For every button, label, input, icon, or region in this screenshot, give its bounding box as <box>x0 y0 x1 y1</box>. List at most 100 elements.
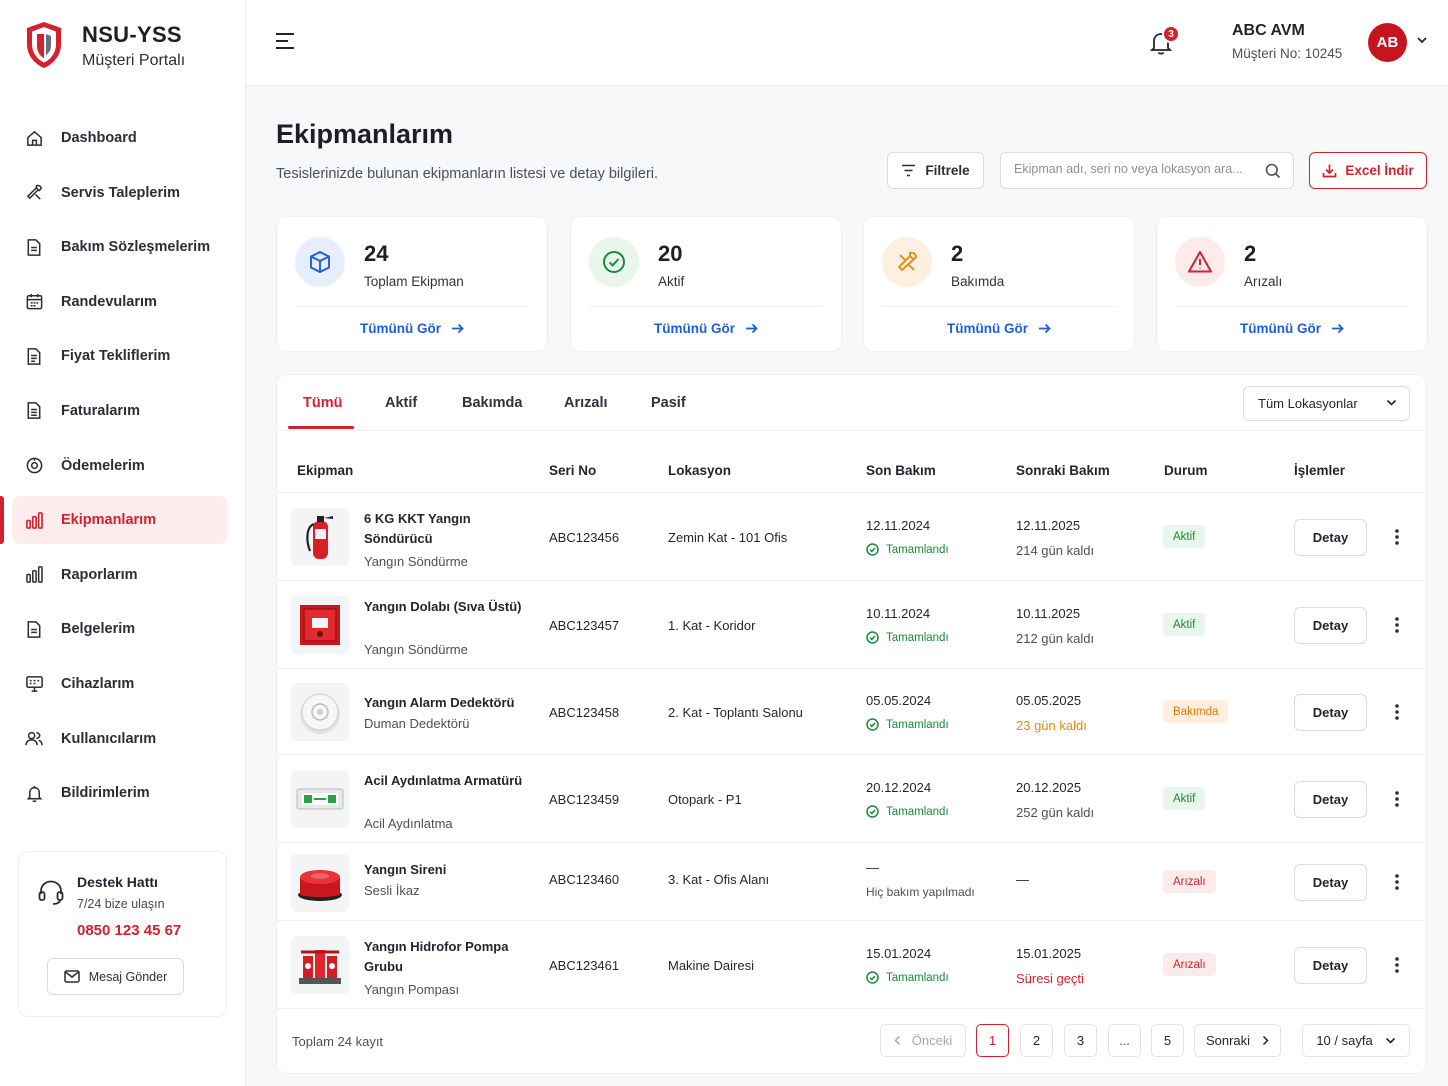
search-input[interactable] <box>1014 162 1259 176</box>
brand-subtitle: Müşteri Portalı <box>82 52 186 69</box>
table-row[interactable]: Acil Aydınlatma Armatürü Acil Aydınlatma… <box>277 755 1426 843</box>
equipment-name: 6 KG KKT Yangın Söndürücü <box>364 511 471 546</box>
detail-button[interactable]: Detay <box>1294 519 1367 556</box>
page-button[interactable]: 5 <box>1151 1024 1184 1057</box>
page-ellipsis: ... <box>1108 1024 1141 1057</box>
brand[interactable]: NSU-YSS Müşteri Portalı <box>24 20 185 70</box>
table-row[interactable]: Yangın Dolabı (Sıva Üstü) Yangın Söndürm… <box>277 581 1426 669</box>
chevron-down-icon[interactable] <box>1416 36 1428 44</box>
filter-button[interactable]: Filtrele <box>887 152 984 189</box>
more-options-icon[interactable] <box>1390 789 1404 809</box>
tab-faulty[interactable]: Arızalı <box>564 395 608 411</box>
next-maintenance-note: 23 gün kaldı <box>1016 718 1087 733</box>
table-row[interactable]: Yangın Hidrofor Pompa Grubu Yangın Pompa… <box>277 921 1426 1009</box>
fire-siren-image <box>291 854 349 912</box>
sidebar-item-documents[interactable]: Belgelerim <box>12 605 228 653</box>
notifications-button[interactable]: 3 <box>1149 25 1180 61</box>
view-all-link[interactable]: Tümünü Gör <box>277 321 547 336</box>
check-circle-icon <box>589 237 639 287</box>
tab-all[interactable]: Tümü <box>303 395 343 411</box>
serial-no: ABC123459 <box>549 792 620 807</box>
location: 2. Kat - Toplantı Salonu <box>668 705 803 720</box>
next-page-button[interactable]: Sonraki <box>1194 1024 1281 1057</box>
location-select[interactable]: Tüm Lokasyonlar <box>1243 386 1410 421</box>
sidebar-item-appointments[interactable]: Randevularım <box>12 278 228 326</box>
sidebar-item-invoices[interactable]: Faturalarım <box>12 387 228 435</box>
next-maintenance-note: 252 gün kaldı <box>1016 805 1095 820</box>
check-circle-icon <box>866 971 879 984</box>
sidebar-item-service-requests[interactable]: Servis Taleplerim <box>12 169 228 217</box>
warning-triangle-icon <box>1175 237 1225 287</box>
last-maintenance-status: Tamamlandı <box>866 805 949 818</box>
sidebar-item-devices[interactable]: Cihazlarım <box>12 660 228 708</box>
last-maintenance-status-text: Tamamlandı <box>886 805 949 818</box>
page-subtitle: Tesislerinizde bulunan ekipmanların list… <box>276 166 659 182</box>
tab-active[interactable]: Aktif <box>385 395 418 411</box>
table-row[interactable]: Yangın Alarm Dedektörü Duman Dedektörü A… <box>277 669 1426 755</box>
document-icon <box>24 346 44 366</box>
status-tabs: Tümü Aktif Bakımda Arızalı Pasif Tüm Lok… <box>277 375 1426 431</box>
sidebar-item-dashboard[interactable]: Dashboard <box>12 114 228 162</box>
location: Makine Dairesi <box>668 958 754 973</box>
page-size-select[interactable]: 10 / sayfa <box>1302 1024 1410 1057</box>
next-maintenance-date: 20.12.2025 <box>1016 780 1082 795</box>
column-header: Sonraki Bakım <box>1016 463 1110 478</box>
arrow-right-icon <box>746 323 758 334</box>
bar-chart-icon <box>24 510 44 530</box>
view-all-link[interactable]: Tümünü Gör <box>864 321 1134 336</box>
detail-button[interactable]: Detay <box>1294 694 1367 731</box>
tab-passive[interactable]: Pasif <box>651 395 686 411</box>
filter-icon <box>902 164 916 177</box>
sidebar-item-notifications[interactable]: Bildirimlerim <box>12 769 228 817</box>
send-message-label: Mesaj Gönder <box>88 969 168 984</box>
table-row[interactable]: 6 KG KKT Yangın Söndürücü Yangın Söndürm… <box>277 493 1426 581</box>
pump-group-image <box>291 936 349 994</box>
send-message-button[interactable]: Mesaj Gönder <box>47 958 184 995</box>
more-options-icon[interactable] <box>1390 955 1404 975</box>
sidebar-item-payments[interactable]: Ödemelerim <box>12 442 228 490</box>
sidebar-item-reports[interactable]: Raporlarım <box>12 551 228 599</box>
menu-icon[interactable] <box>275 32 295 50</box>
bell-icon <box>24 783 44 803</box>
bar-chart-icon <box>24 565 44 585</box>
stat-card-maintenance: 2 Bakımda Tümünü Gör <box>863 216 1135 352</box>
next-maintenance-date: — <box>1016 872 1029 887</box>
sidebar-item-equipment[interactable]: Ekipmanlarım <box>0 496 228 545</box>
page-button[interactable]: 3 <box>1064 1024 1097 1057</box>
next-maintenance-note: 212 gün kaldı <box>1016 631 1095 646</box>
more-options-icon[interactable] <box>1390 702 1404 722</box>
check-circle-icon <box>866 805 879 818</box>
excel-download-button[interactable]: Excel İndir <box>1309 152 1427 189</box>
search-icon[interactable] <box>1265 163 1281 179</box>
status-badge: Aktif <box>1163 525 1206 548</box>
more-options-icon[interactable] <box>1390 872 1404 892</box>
detail-button[interactable]: Detay <box>1294 607 1367 644</box>
account-info[interactable]: ABC AVM Müşteri No: 10245 <box>1232 22 1342 61</box>
last-maintenance-date: 10.11.2024 <box>866 606 931 621</box>
detail-button[interactable]: Detay <box>1294 864 1367 901</box>
more-options-icon[interactable] <box>1390 527 1404 547</box>
avatar[interactable]: AB <box>1368 23 1407 62</box>
equipment-category: Yangın Söndürme <box>364 554 468 569</box>
sidebar-item-users[interactable]: Kullanıcılarım <box>12 715 228 763</box>
prev-page-button[interactable]: Önceki <box>880 1024 966 1057</box>
detail-button[interactable]: Detay <box>1294 781 1367 818</box>
detail-button[interactable]: Detay <box>1294 947 1367 984</box>
page-button[interactable]: 2 <box>1020 1024 1053 1057</box>
view-all-link[interactable]: Tümünü Gör <box>1157 321 1427 336</box>
last-maintenance-date: 15.01.2024 <box>866 946 932 961</box>
page-button[interactable]: 1 <box>976 1024 1009 1057</box>
sidebar-item-contracts[interactable]: Bakım Sözleşmelerim <box>12 223 228 271</box>
table-row[interactable]: Yangın Sireni Sesli İkaz ABC123460 3. Ka… <box>277 843 1426 921</box>
sidebar-nav: Dashboard Servis Taleplerim Bakım Sözleş… <box>0 114 228 824</box>
view-all-link[interactable]: Tümünü Gör <box>571 321 841 336</box>
divider <box>882 306 1116 307</box>
more-options-icon[interactable] <box>1390 615 1404 635</box>
location: Zemin Kat - 101 Ofis <box>668 530 788 545</box>
equipment-name: Yangın Hidrofor Pompa Grubu <box>364 939 509 974</box>
support-phone[interactable]: 0850 123 45 67 <box>77 922 182 939</box>
sidebar-item-quotes[interactable]: Fiyat Tekliflerim <box>12 332 228 380</box>
tab-maintenance[interactable]: Bakımda <box>462 395 523 411</box>
download-icon <box>1323 164 1337 178</box>
location: Otopark - P1 <box>668 792 742 807</box>
